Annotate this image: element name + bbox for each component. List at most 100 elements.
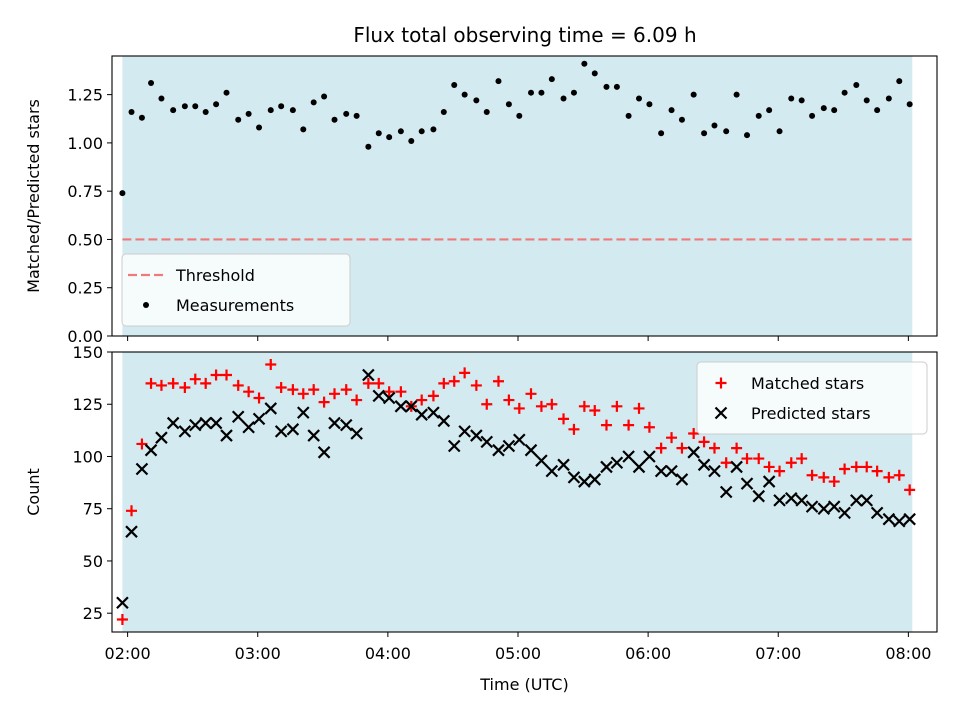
data-point xyxy=(613,83,620,90)
data-point xyxy=(731,442,743,454)
data-point xyxy=(809,112,816,119)
data-point xyxy=(538,89,545,96)
data-point xyxy=(524,443,538,457)
y-tick-label: 125 xyxy=(72,395,103,414)
data-point xyxy=(116,596,129,610)
data-point xyxy=(503,394,515,406)
data-point xyxy=(603,83,610,90)
series-measurements xyxy=(119,60,913,197)
data-point xyxy=(655,442,667,454)
data-point xyxy=(505,101,512,108)
series-predicted-stars xyxy=(116,368,916,610)
data-point xyxy=(308,384,320,396)
data-point xyxy=(470,429,483,442)
x-axis-label: Time (UTC) xyxy=(479,675,568,694)
data-point xyxy=(535,454,548,467)
y-axis-label: Matched/Predicted stars xyxy=(24,99,43,293)
data-point xyxy=(440,109,447,115)
data-point xyxy=(307,429,320,442)
data-point xyxy=(839,463,851,475)
data-point xyxy=(741,453,753,465)
data-point xyxy=(353,112,360,119)
data-point xyxy=(625,112,632,119)
data-point xyxy=(126,505,138,517)
data-point xyxy=(708,442,720,454)
data-point xyxy=(155,379,167,391)
data-point xyxy=(155,431,168,444)
data-point xyxy=(350,427,363,440)
data-point xyxy=(622,450,635,463)
legend-label: Measurements xyxy=(176,296,294,315)
data-point xyxy=(317,446,331,459)
data-point xyxy=(860,494,874,507)
y-tick-label: 0.25 xyxy=(67,279,103,298)
data-point xyxy=(762,475,776,488)
data-point xyxy=(697,458,711,472)
data-point xyxy=(167,377,179,389)
data-point xyxy=(473,97,480,104)
data-point xyxy=(796,453,808,465)
data-point xyxy=(242,420,255,434)
data-points xyxy=(119,60,913,197)
data-point xyxy=(788,95,795,102)
data-point xyxy=(495,78,502,85)
data-point xyxy=(116,613,128,625)
data-point xyxy=(243,386,255,398)
data-point xyxy=(470,379,482,391)
x-tick-label: 07:00 xyxy=(755,644,801,663)
plots: 0.00 0.25 0.50 0.75 1.00 1.25 Matched/Predicte… xyxy=(24,55,938,694)
data-point xyxy=(199,416,212,430)
data-point xyxy=(623,419,635,431)
data-point xyxy=(567,471,581,484)
y-tick-label: 1.25 xyxy=(67,86,103,105)
y-tick-label: 150 xyxy=(72,343,103,362)
data-point xyxy=(264,402,278,415)
data-point xyxy=(189,418,202,432)
data-point xyxy=(755,112,762,119)
data-point xyxy=(427,390,439,402)
data-point xyxy=(408,137,415,144)
legend-marker xyxy=(714,406,728,420)
data-point xyxy=(904,484,916,496)
data-point xyxy=(588,473,602,486)
data-point xyxy=(447,439,461,453)
data-point xyxy=(611,400,623,412)
data-point xyxy=(795,494,808,507)
data-point xyxy=(362,368,375,382)
data-point xyxy=(135,462,149,476)
data-point xyxy=(720,457,732,469)
legend: Threshold Measurements xyxy=(121,253,351,327)
data-point xyxy=(730,460,743,474)
data-point xyxy=(245,110,252,117)
data-point xyxy=(805,500,819,513)
data-point xyxy=(871,465,883,477)
data-point xyxy=(145,377,157,389)
data-point xyxy=(278,103,285,110)
data-point xyxy=(125,525,138,538)
data-point xyxy=(654,464,668,478)
data-point xyxy=(688,427,700,439)
data-point xyxy=(289,107,296,114)
data-point xyxy=(502,439,516,453)
data-point xyxy=(480,435,494,449)
data-point xyxy=(144,443,158,457)
data-point xyxy=(578,475,591,488)
data-point xyxy=(560,95,567,102)
subplot-2: 25 50 75 100 125 150 02:00 03:00 04:00 05:00 06:00… xyxy=(24,343,938,694)
data-point xyxy=(548,76,555,83)
data-point xyxy=(220,429,233,442)
data-point xyxy=(646,101,653,108)
data-point xyxy=(863,97,870,104)
data-point xyxy=(558,413,570,425)
data-point xyxy=(870,506,884,520)
data-point xyxy=(221,369,233,381)
axes-frame xyxy=(111,351,938,633)
data-point xyxy=(275,382,287,394)
data-point xyxy=(784,491,798,505)
data-point xyxy=(752,489,766,503)
data-point xyxy=(589,405,601,417)
data-point xyxy=(448,375,460,387)
y-tick-label: 0.75 xyxy=(67,182,103,201)
data-point xyxy=(256,124,263,131)
